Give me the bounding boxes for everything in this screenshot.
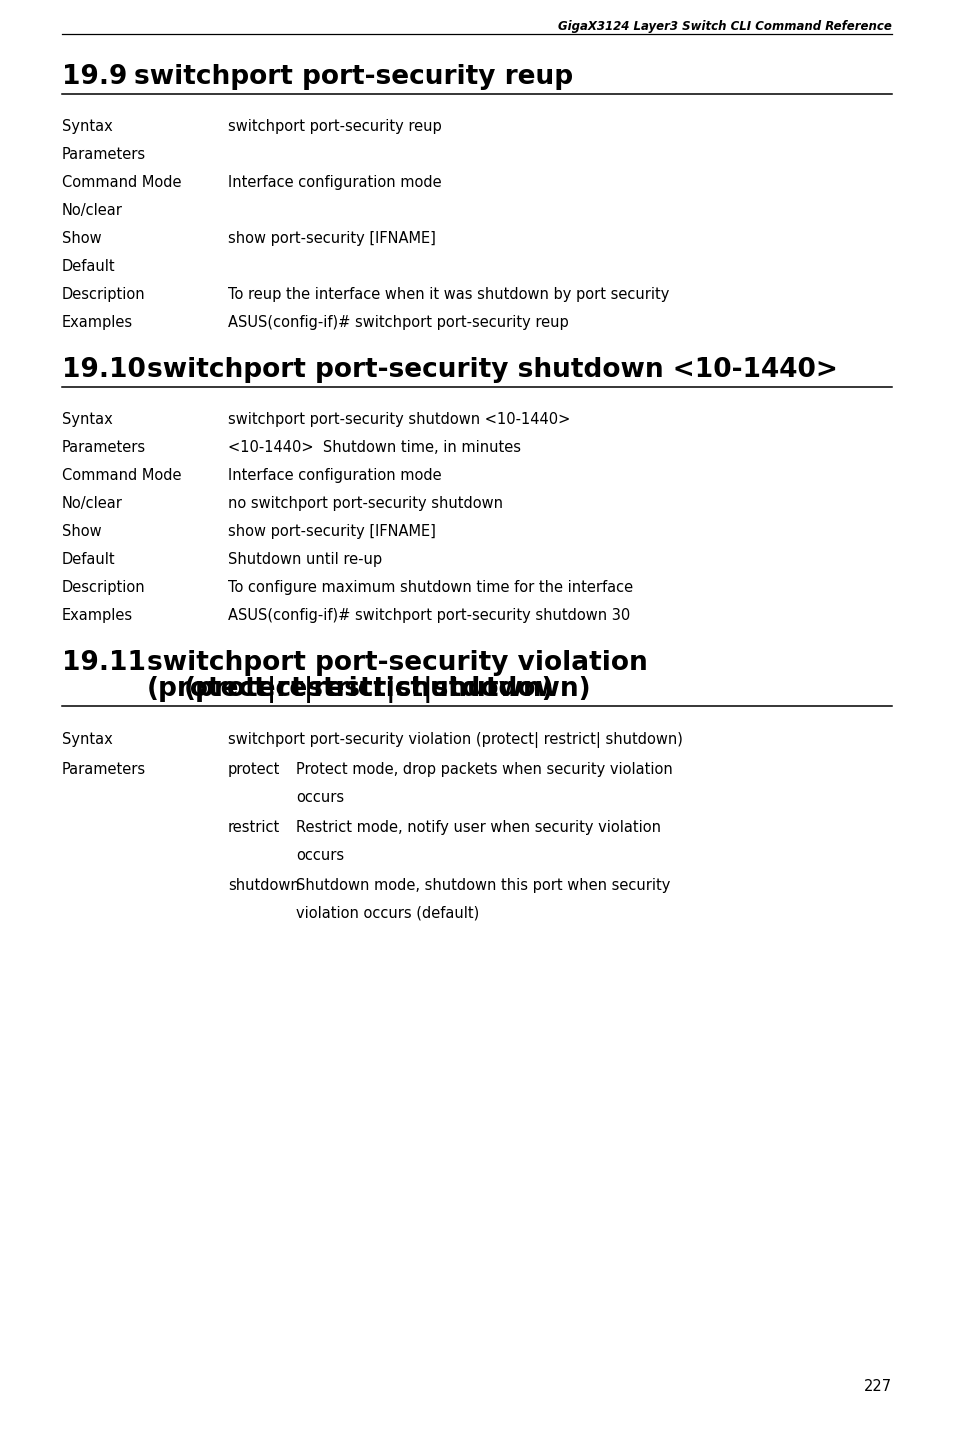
Text: Interface configuration mode: Interface configuration mode	[228, 468, 441, 483]
Text: <10-1440>  Shutdown time, in minutes: <10-1440> Shutdown time, in minutes	[228, 440, 520, 455]
Text: No/clear: No/clear	[62, 203, 123, 218]
Text: switchport port-security reup: switchport port-security reup	[228, 119, 441, 135]
Text: Interface configuration mode: Interface configuration mode	[228, 175, 441, 190]
Text: Command Mode: Command Mode	[62, 468, 181, 483]
Text: protect: protect	[228, 762, 280, 778]
Text: ASUS(config-if)# switchport port-security shutdown 30: ASUS(config-if)# switchport port-securit…	[228, 609, 630, 623]
Text: switchport port-security reup: switchport port-security reup	[133, 64, 573, 90]
Text: show port-security [IFNAME]: show port-security [IFNAME]	[228, 524, 436, 538]
Text: show port-security [IFNAME]: show port-security [IFNAME]	[228, 231, 436, 246]
Text: Description: Description	[62, 286, 146, 302]
Text: No/clear: No/clear	[62, 495, 123, 511]
Text: To configure maximum shutdown time for the interface: To configure maximum shutdown time for t…	[228, 580, 633, 596]
Text: (protect|restrict|shutdown): (protect|restrict|shutdown)	[147, 676, 554, 703]
Text: Command Mode: Command Mode	[62, 175, 181, 190]
Text: Shutdown until re-up: Shutdown until re-up	[228, 551, 382, 567]
Text: Default: Default	[62, 259, 115, 274]
Text: Show: Show	[62, 524, 102, 538]
Text: Examples: Examples	[62, 609, 133, 623]
Text: switchport port-security violation: switchport port-security violation	[147, 650, 647, 676]
Text: Default: Default	[62, 551, 115, 567]
Text: Syntax: Syntax	[62, 732, 112, 748]
Text: switchport port-security violation (protect| restrict| shutdown): switchport port-security violation (prot…	[228, 732, 682, 748]
Text: 19.10: 19.10	[62, 357, 146, 382]
Text: Protect mode, drop packets when security violation: Protect mode, drop packets when security…	[295, 762, 672, 778]
Text: ASUS(config-if)# switchport port-security reup: ASUS(config-if)# switchport port-securit…	[228, 315, 568, 329]
Text: Shutdown mode, shutdown this port when security: Shutdown mode, shutdown this port when s…	[295, 878, 670, 894]
Text: no switchport port-security shutdown: no switchport port-security shutdown	[228, 495, 502, 511]
Text: 19.9: 19.9	[62, 64, 128, 90]
Text: Show: Show	[62, 231, 102, 246]
Text: (protect|restrict|shutdown): (protect|restrict|shutdown)	[184, 676, 591, 703]
Text: restrict: restrict	[228, 821, 280, 835]
Text: shutdown: shutdown	[228, 878, 299, 894]
Text: switchport port-security shutdown <10-1440>: switchport port-security shutdown <10-14…	[147, 357, 837, 382]
Text: switchport port-security shutdown <10-1440>: switchport port-security shutdown <10-14…	[228, 412, 570, 427]
Text: Syntax: Syntax	[62, 412, 112, 427]
Text: Parameters: Parameters	[62, 762, 146, 778]
Text: To reup the interface when it was shutdown by port security: To reup the interface when it was shutdo…	[228, 286, 669, 302]
Text: violation occurs (default): violation occurs (default)	[295, 906, 478, 921]
Text: 19.11: 19.11	[62, 650, 146, 676]
Text: GigaX3124 Layer3 Switch CLI Command Reference: GigaX3124 Layer3 Switch CLI Command Refe…	[558, 20, 891, 33]
Text: Restrict mode, notify user when security violation: Restrict mode, notify user when security…	[295, 821, 660, 835]
Text: occurs: occurs	[295, 848, 344, 863]
Text: Parameters: Parameters	[62, 147, 146, 162]
Text: occurs: occurs	[295, 790, 344, 805]
Text: Syntax: Syntax	[62, 119, 112, 135]
Text: 227: 227	[863, 1379, 891, 1393]
Text: Examples: Examples	[62, 315, 133, 329]
Text: Parameters: Parameters	[62, 440, 146, 455]
Text: Description: Description	[62, 580, 146, 596]
